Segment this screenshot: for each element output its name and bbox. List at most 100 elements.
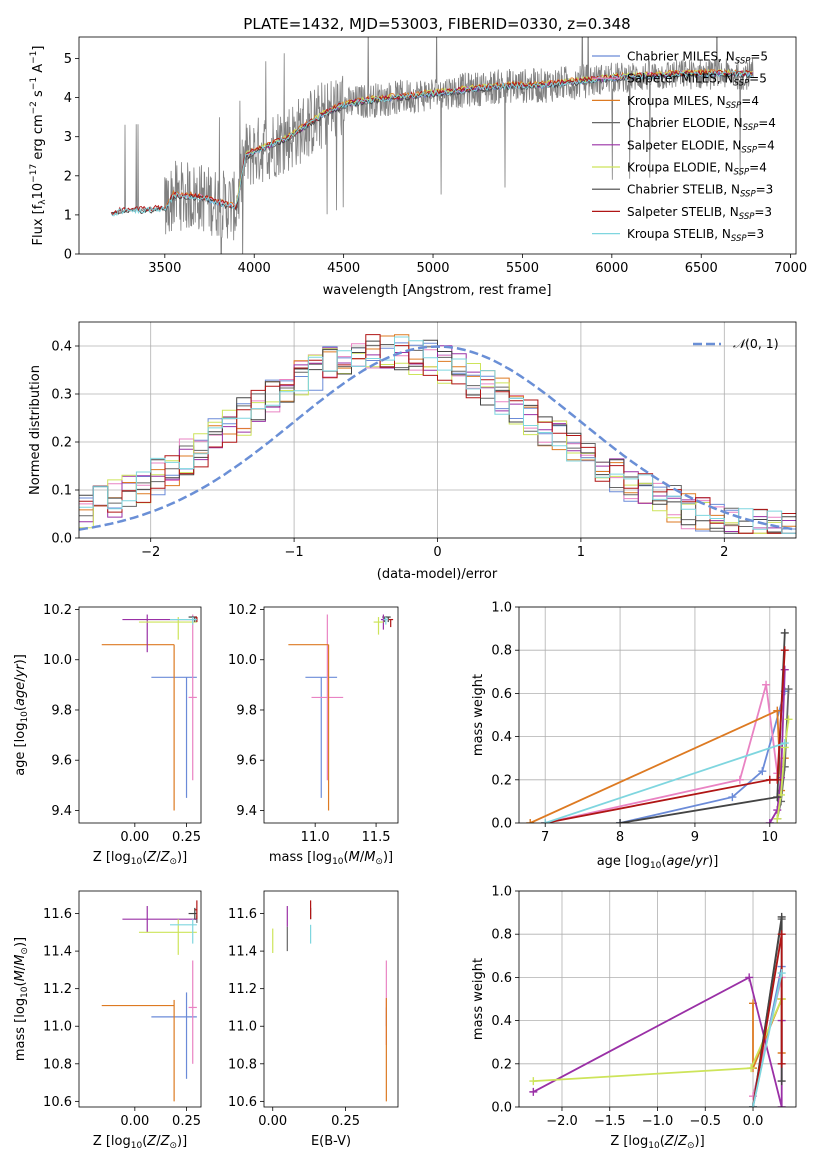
weight-series-salpeter-miles: [541, 680, 782, 823]
marker: [765, 775, 774, 784]
axes-frame: [78, 890, 202, 1108]
x-tick-label: 4500: [327, 261, 360, 276]
y-tick-label: 9.4: [51, 804, 72, 819]
errorbar-salpeter-stelib: [194, 900, 198, 920]
marker: [747, 1064, 756, 1073]
x-tick-label: −1.5: [594, 1114, 626, 1129]
y-tick-label: 11.2: [228, 982, 257, 997]
x-tick-label: −2: [141, 545, 160, 560]
marker: [758, 767, 767, 776]
x-tick-label: 0.25: [172, 1114, 201, 1129]
errorbar-salpeter-miles: [188, 960, 197, 1064]
x-tick-label: 10: [762, 830, 779, 845]
errorbar-kroupa-miles: [101, 999, 175, 1102]
marker: [529, 1087, 538, 1096]
marker: [777, 1103, 786, 1107]
y-axis-label: Normed distribution: [28, 365, 43, 495]
y-tick-label: 0: [64, 248, 72, 263]
y-tick-label: 5: [64, 52, 72, 67]
y-tick-label: 10.2: [43, 603, 72, 618]
y-tick-label: 4: [64, 91, 72, 106]
errorbar-salpeter-stelib: [388, 618, 394, 628]
y-tick-label: 9.6: [236, 754, 257, 769]
x-tick-label: 11.0: [301, 830, 330, 845]
x-tick-label: 1: [577, 545, 585, 560]
spectrum-data-line: [111, 37, 754, 254]
x-tick-label: 6000: [595, 261, 628, 276]
weight-series-kroupa-stelib: [749, 969, 786, 1107]
x-tick-label: 0.25: [172, 830, 201, 845]
x-tick-label: 3500: [148, 261, 181, 276]
weight-series-chabrier-miles: [616, 687, 789, 823]
marker: [784, 715, 793, 724]
y-tick-label: 0.2: [491, 773, 512, 788]
marker: [780, 665, 789, 674]
x-tick-label: −0.5: [689, 1114, 721, 1129]
marker: [526, 819, 535, 823]
y-tick-label: 10.0: [228, 653, 257, 668]
x-tick-label: 11.5: [362, 830, 391, 845]
x-tick-label: 8: [616, 830, 624, 845]
x-tick-label: 0: [433, 545, 441, 560]
y-tick-label: 10.0: [43, 653, 72, 668]
errorbar-kroupa-miles: [101, 644, 175, 811]
marker: [773, 793, 782, 802]
marker: [777, 930, 786, 939]
weight-series-kroupa-miles: [526, 706, 789, 823]
plot-area: [526, 628, 793, 823]
x-axis-label: age [log10(age/yr)]: [597, 854, 719, 871]
y-tick-label: 3: [64, 130, 72, 145]
marker: [529, 1077, 538, 1086]
y-tick-label: 11.4: [43, 945, 72, 960]
y-tick-label: 0.3: [51, 388, 72, 403]
y-axis-label: mass weight: [471, 674, 486, 756]
marker: [784, 685, 793, 694]
weight-series-chabrier-stelib: [616, 628, 789, 823]
x-tick-label: 4000: [238, 261, 271, 276]
marker: [780, 628, 789, 637]
normal-curve: [79, 345, 794, 531]
axes-frame: [263, 606, 399, 824]
marker: [762, 680, 771, 689]
x-tick-label: 2: [720, 545, 728, 560]
y-tick-label: 11.0: [228, 1020, 257, 1035]
y-tick-label: 0.8: [491, 644, 512, 659]
x-tick-label: 0.00: [120, 830, 149, 845]
y-tick-label: 0.2: [491, 1057, 512, 1072]
panel-z_age: 0.00 0.25 9.4 9.6 9.8 10.0 10.2 Z [log10(Z/Z⊙)]…: [13, 603, 202, 867]
legend-label: Kroupa ELODIE, NSSP=4: [627, 161, 767, 178]
y-axis-label: age [log10(age/yr)]: [13, 654, 30, 776]
x-tick-label: 6500: [685, 261, 718, 276]
x-tick-label: −1: [285, 545, 304, 560]
errorbar-kroupa-stelib: [169, 919, 197, 944]
y-tick-label: 11.6: [228, 907, 257, 922]
x-tick-label: 0.00: [120, 1114, 149, 1129]
panel-spectrum: 3500 4000 4500 5000 5500 6000 6500 7000 0 1 2 3 4 5 Ch…: [29, 36, 807, 298]
y-tick-label: 10.8: [43, 1057, 72, 1072]
errorbar-kroupa-elodie: [373, 617, 384, 635]
x-tick-label: 0.25: [331, 1114, 360, 1129]
legend-label: Salpeter STELIB, NSSP=3: [627, 205, 772, 222]
errorbar-salpeter-elodie: [122, 614, 197, 653]
marker: [777, 1077, 786, 1086]
marker: [541, 819, 550, 823]
y-tick-label: 0.2: [51, 436, 72, 451]
x-tick-label: −1.0: [642, 1114, 674, 1129]
plot-area: [101, 614, 198, 811]
marker: [777, 969, 786, 978]
x-axis-label: mass [log10(M/M⊙)]: [269, 850, 393, 867]
legend-label: Salpeter ELODIE, NSSP=4: [627, 138, 775, 155]
legend-label: Salpeter MILES, NSSP=5: [627, 72, 767, 89]
y-tick-label: 10.6: [43, 1095, 72, 1110]
weight-series-kroupa-stelib: [541, 739, 789, 823]
errorbar-salpeter-elodie: [122, 906, 197, 933]
y-tick-label: 11.4: [228, 945, 257, 960]
panel-age_weight: 7 8 9 10 0.0 0.2 0.4 0.6 0.8 1.0 mass weight age [l…: [471, 601, 797, 871]
y-tick-label: 0.1: [51, 484, 72, 499]
x-axis-label: Z [log10(Z/Z⊙)]: [610, 1134, 704, 1151]
y-tick-label: 10.6: [228, 1095, 257, 1110]
marker: [749, 1103, 758, 1107]
errorbar-kroupa-elodie: [138, 617, 197, 640]
marker: [735, 775, 744, 784]
y-tick-label: 2: [64, 169, 72, 184]
